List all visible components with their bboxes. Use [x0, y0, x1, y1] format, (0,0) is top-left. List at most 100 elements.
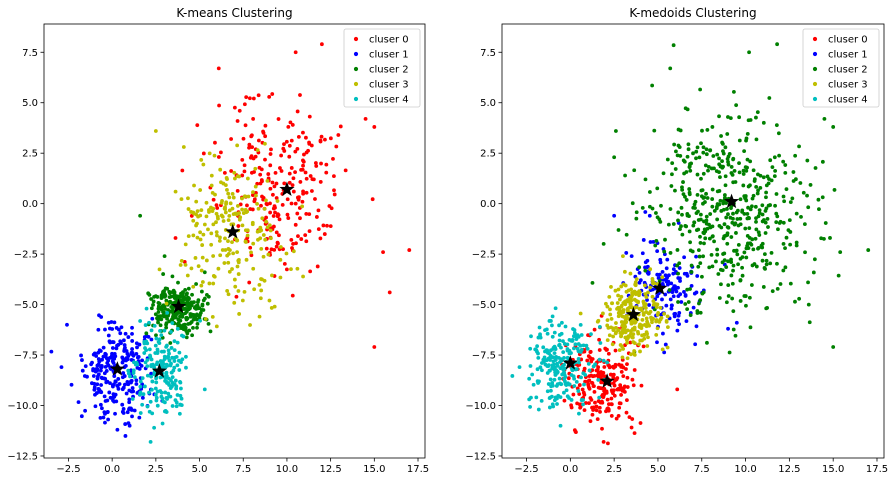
data-point — [259, 178, 264, 182]
data-point — [219, 150, 223, 155]
data-point — [218, 253, 223, 258]
data-point — [231, 195, 236, 200]
data-point — [124, 391, 129, 396]
data-point — [130, 339, 135, 343]
data-point — [112, 382, 116, 387]
data-point — [240, 173, 245, 178]
data-point — [576, 342, 581, 346]
data-point — [629, 425, 634, 430]
data-point — [668, 207, 673, 211]
data-point — [287, 143, 292, 148]
data-point — [611, 334, 616, 339]
data-point — [604, 301, 608, 306]
data-point — [226, 239, 230, 244]
data-point — [700, 188, 705, 193]
data-point — [153, 343, 158, 348]
data-point — [140, 402, 145, 407]
data-point — [697, 254, 702, 259]
data-point — [184, 335, 189, 340]
data-point — [245, 203, 249, 208]
data-point — [257, 314, 262, 319]
data-point — [236, 289, 241, 293]
data-point — [554, 368, 559, 373]
data-point — [304, 239, 309, 244]
data-point — [760, 219, 765, 224]
data-point — [172, 359, 177, 363]
data-point — [675, 387, 680, 392]
data-point — [123, 434, 128, 438]
data-point — [275, 199, 280, 203]
data-point — [249, 250, 253, 255]
data-point — [167, 291, 172, 296]
data-point — [737, 138, 742, 143]
data-point — [731, 156, 736, 161]
data-point — [714, 259, 718, 264]
data-point — [558, 366, 563, 371]
data-point — [510, 374, 515, 378]
data-point — [747, 216, 751, 221]
data-point — [646, 335, 650, 340]
data-point — [543, 328, 547, 333]
data-point — [662, 249, 667, 254]
data-point — [611, 328, 616, 332]
data-point — [565, 347, 570, 351]
data-point — [308, 269, 313, 274]
data-point — [183, 262, 188, 267]
data-point — [608, 307, 612, 312]
data-point — [80, 368, 85, 373]
data-point — [599, 399, 604, 404]
data-point — [607, 333, 612, 338]
data-point — [725, 233, 730, 237]
data-point — [629, 321, 634, 326]
data-point — [128, 374, 132, 379]
data-point — [96, 374, 100, 379]
data-point — [726, 294, 731, 298]
data-point — [126, 335, 131, 339]
data-point — [657, 272, 662, 277]
data-point — [218, 235, 222, 240]
data-point — [99, 365, 104, 370]
data-point — [773, 203, 777, 208]
data-point — [751, 168, 756, 173]
data-point — [230, 267, 234, 271]
data-point — [243, 194, 248, 199]
data-point — [579, 347, 584, 352]
data-point — [616, 287, 621, 292]
data-point — [270, 180, 275, 185]
data-point — [301, 191, 306, 196]
y-tick-label: −2.5 — [14, 250, 38, 261]
data-point — [189, 303, 194, 308]
data-point — [235, 189, 240, 193]
data-point — [729, 165, 734, 169]
data-point — [754, 185, 759, 189]
data-point — [737, 115, 742, 120]
data-point — [177, 323, 182, 328]
data-point — [614, 325, 618, 330]
data-point — [263, 157, 267, 162]
data-point — [528, 364, 533, 368]
data-point — [608, 312, 613, 317]
data-point — [234, 294, 239, 299]
data-point — [160, 421, 165, 426]
data-point — [321, 223, 326, 228]
x-tick-label: 0.0 — [104, 464, 120, 475]
data-point — [701, 196, 706, 200]
data-point — [646, 271, 651, 276]
data-point — [774, 192, 779, 196]
data-point — [579, 333, 584, 337]
data-point — [611, 381, 616, 386]
data-point — [170, 274, 175, 279]
data-point — [609, 325, 614, 330]
data-point — [605, 407, 610, 411]
data-point — [243, 207, 248, 212]
data-point — [728, 215, 733, 220]
data-point — [645, 298, 649, 302]
data-point — [212, 274, 217, 279]
data-point — [83, 408, 87, 413]
data-point — [564, 388, 569, 393]
data-point — [155, 295, 160, 299]
data-point — [258, 172, 263, 177]
data-point — [677, 311, 682, 315]
data-point — [721, 201, 726, 206]
data-point — [268, 186, 273, 191]
